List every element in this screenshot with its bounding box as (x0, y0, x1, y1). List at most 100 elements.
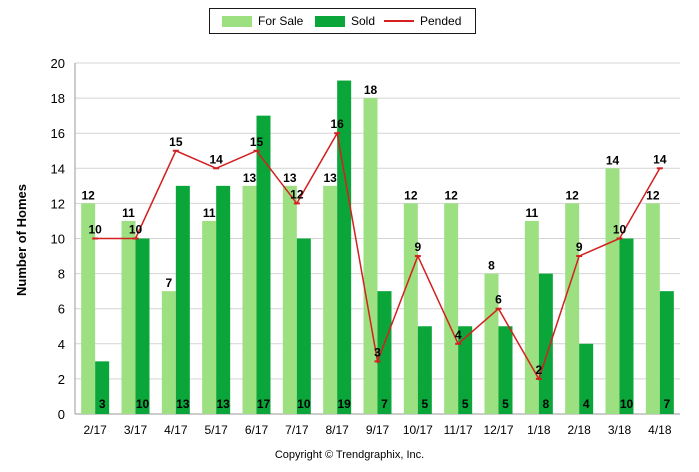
label-pended-7/17: 12 (290, 187, 304, 201)
bar-for-sale-7/17 (282, 185, 297, 414)
bar-sold-7/17 (296, 238, 311, 414)
data-labels: 12 3 11 10 7 13 11 13 13 17 13 10 13 19 18 7 12 5 12 5 8 5 11 8… (81, 83, 670, 411)
bar-sold-8/17 (337, 80, 352, 415)
label-sold-9/17: 7 (381, 397, 388, 411)
x-tick-4/17: 4/17 (164, 423, 188, 437)
bar-for-sale-2/18 (565, 203, 580, 414)
y-tick-14: 14 (51, 161, 65, 176)
x-tick-8/17: 8/17 (325, 423, 349, 437)
bar-sold-4/18 (659, 291, 674, 414)
x-tick-7/17: 7/17 (285, 423, 309, 437)
label-sold-1/18: 8 (542, 397, 549, 411)
bar-for-sale-10/17 (403, 203, 418, 414)
bar-for-sale-12/17 (484, 273, 499, 414)
x-tick-2/18: 2/18 (567, 423, 591, 437)
label-pended-11/17: 4 (455, 328, 462, 342)
bar-sold-5/17 (216, 185, 231, 414)
label-for-sale-2/18: 12 (565, 188, 579, 202)
label-for-sale-2/17: 12 (81, 188, 95, 202)
label-for-sale-3/17: 11 (122, 206, 135, 220)
bar-for-sale-2/17 (81, 203, 96, 414)
label-pended-3/18: 10 (613, 223, 627, 237)
bar-sold-3/17 (135, 238, 150, 414)
label-for-sale-5/17: 11 (203, 206, 216, 220)
label-sold-2/18: 4 (583, 397, 590, 411)
bar-sold-4/17 (175, 185, 190, 414)
label-for-sale-1/18: 11 (525, 206, 538, 220)
label-sold-2/17: 3 (99, 397, 106, 411)
bar-sold-1/18 (538, 273, 553, 414)
label-sold-6/17: 17 (257, 397, 271, 411)
y-tick-16: 16 (51, 126, 65, 141)
label-sold-4/18: 7 (663, 397, 670, 411)
legend-item-for-sale: For Sale (222, 9, 303, 33)
bar-sold-2/18 (579, 343, 594, 414)
label-for-sale-9/17: 18 (364, 83, 378, 97)
x-tick-10/17: 10/17 (403, 423, 433, 437)
y-tick-8: 8 (58, 267, 65, 282)
bar-sold-2/17 (95, 361, 110, 414)
label-for-sale-7/17: 13 (283, 171, 297, 185)
bar-for-sale-11/17 (444, 203, 459, 414)
x-tick-12/17: 12/17 (483, 423, 513, 437)
x-tick-5/17: 5/17 (204, 423, 228, 437)
label-pended-9/17: 3 (374, 345, 381, 359)
label-pended-10/17: 9 (414, 240, 421, 254)
y-tick-2: 2 (58, 372, 65, 387)
label-for-sale-8/17: 13 (323, 171, 337, 185)
bar-for-sale-8/17 (323, 185, 338, 414)
bars (81, 80, 674, 415)
bar-sold-11/17 (458, 326, 473, 414)
bar-for-sale-5/17 (202, 220, 217, 414)
x-tick-labels: 2/17 3/17 4/17 5/17 6/17 7/17 8/17 9/17 10/17 11/… (83, 423, 671, 437)
y-tick-6: 6 (58, 302, 65, 317)
legend-swatch-sold (315, 15, 345, 27)
label-pended-4/18: 14 (653, 152, 667, 166)
y-tick-10: 10 (51, 232, 65, 247)
label-sold-4/17: 13 (176, 397, 190, 411)
label-sold-12/17: 5 (502, 397, 509, 411)
x-tick-1/18: 1/18 (527, 423, 551, 437)
legend-label-sold: Sold (351, 14, 376, 28)
label-sold-5/17: 13 (216, 397, 230, 411)
legend-swatch-for-sale (222, 15, 252, 27)
label-for-sale-11/17: 12 (444, 188, 458, 202)
label-pended-6/17: 15 (250, 135, 264, 149)
bar-sold-6/17 (256, 115, 271, 415)
label-pended-4/17: 15 (169, 135, 183, 149)
bar-for-sale-1/18 (524, 220, 539, 414)
x-tick-4/18: 4/18 (648, 423, 672, 437)
y-tick-18: 18 (51, 91, 65, 106)
y-tick-0: 0 (58, 407, 65, 422)
label-for-sale-4/17: 7 (165, 276, 172, 290)
bar-sold-10/17 (417, 326, 432, 414)
label-sold-7/17: 10 (297, 397, 311, 411)
x-tick-11/17: 11/17 (444, 423, 473, 437)
y-axis-label: Number of Homes (14, 184, 29, 296)
x-tick-3/17: 3/17 (124, 423, 148, 437)
bar-for-sale-3/17 (121, 220, 136, 414)
y-tick-labels: 0 2 4 6 8 10 12 14 16 18 20 (51, 56, 65, 422)
x-tick-2/17: 2/17 (83, 423, 107, 437)
bar-for-sale-9/17 (363, 98, 378, 414)
y-tick-12: 12 (51, 196, 65, 211)
x-tick-6/17: 6/17 (245, 423, 269, 437)
label-pended-8/17: 16 (330, 117, 344, 131)
label-for-sale-12/17: 8 (488, 259, 495, 273)
pended-line (92, 131, 663, 381)
legend-swatch-pended (384, 20, 414, 22)
label-pended-1/18: 2 (535, 363, 542, 377)
label-for-sale-10/17: 12 (404, 188, 418, 202)
bar-sold-3/18 (619, 238, 634, 414)
label-for-sale-4/18: 12 (646, 188, 660, 202)
bar-for-sale-6/17 (242, 185, 257, 414)
label-sold-11/17: 5 (462, 397, 469, 411)
legend-item-sold: Sold (315, 9, 375, 33)
label-pended-5/17: 14 (209, 152, 223, 166)
bar-for-sale-3/18 (605, 168, 620, 414)
label-pended-12/17: 6 (495, 293, 502, 307)
bar-for-sale-4/18 (645, 203, 660, 414)
y-tick-4: 4 (58, 337, 65, 352)
label-sold-3/18: 10 (620, 397, 634, 411)
label-for-sale-6/17: 13 (243, 171, 257, 185)
